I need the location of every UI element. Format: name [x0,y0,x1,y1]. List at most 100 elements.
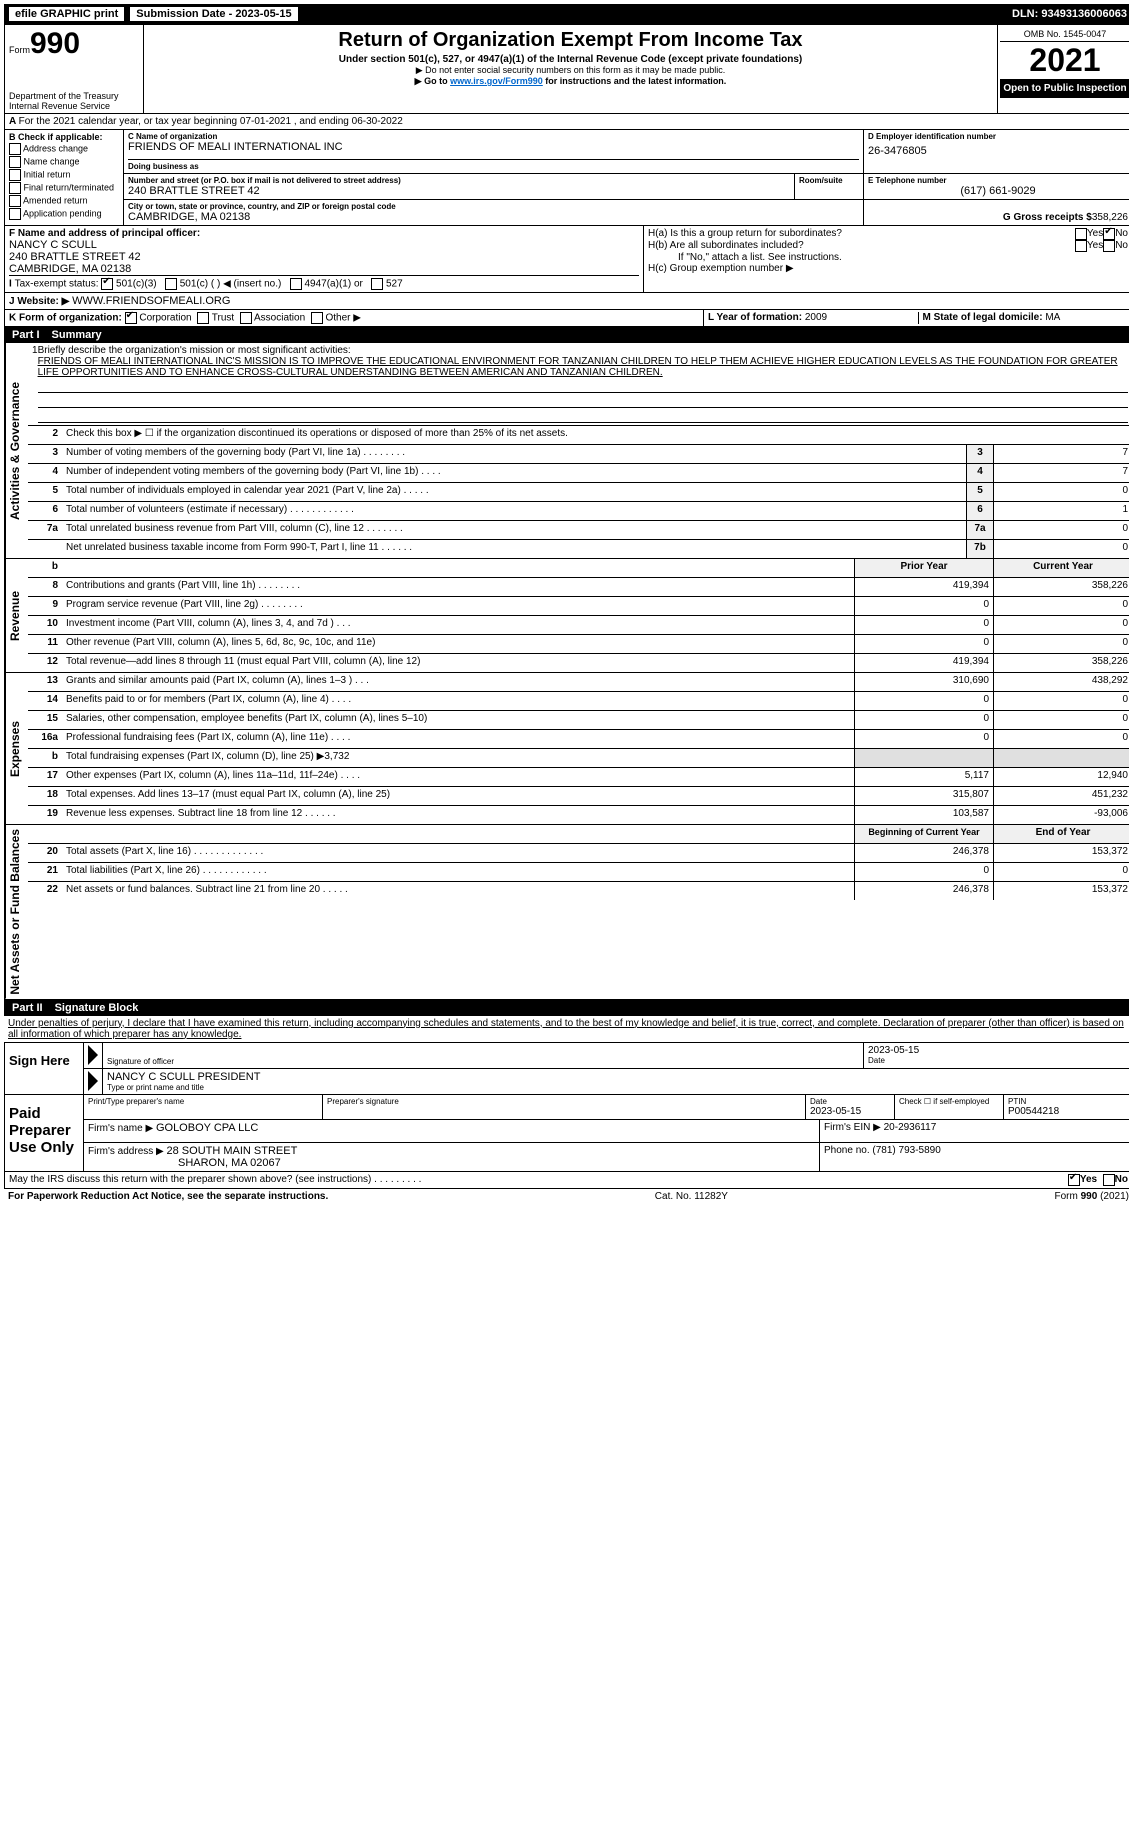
cb-527[interactable] [371,278,383,290]
section-fh: F Name and address of principal officer:… [4,226,1129,293]
column-cd: C Name of organization FRIENDS OF MEALI … [124,130,1129,225]
header-right: OMB No. 1545-0047 2021 Open to Public In… [998,25,1129,113]
two-col-header: b Prior Year Current Year [28,559,1129,578]
governance-block: Activities & Governance 1 Briefly descri… [4,343,1129,559]
cb-final-return[interactable]: Final return/terminated [9,182,119,194]
m-value: MA [1045,312,1060,323]
cb-address-change[interactable]: Address change [9,143,119,155]
ptin-label: PTIN [1008,1097,1128,1106]
beginning-year-header: Beginning of Current Year [854,825,993,843]
cb-hb-no[interactable] [1103,240,1115,252]
summary-line: 14Benefits paid to or for members (Part … [28,692,1129,711]
cb-discuss-no[interactable] [1103,1174,1115,1186]
phone-label: E Telephone number [868,176,1128,185]
j-label: Website: ▶ [17,296,69,307]
summary-line: 16aProfessional fundraising fees (Part I… [28,730,1129,749]
cb-corporation[interactable] [125,312,137,324]
tax-year: 2021 [1000,42,1129,79]
phone-value: (617) 661-9029 [868,185,1128,197]
cb-initial-return[interactable]: Initial return [9,169,119,181]
summary-line: 9Program service revenue (Part VIII, lin… [28,597,1129,616]
org-name-label: C Name of organization [128,132,859,141]
paperwork-notice: For Paperwork Reduction Act Notice, see … [8,1191,328,1202]
prior-year-header: Prior Year [854,559,993,577]
footer-form-post: (2021) [1097,1191,1129,1202]
open-inspection: Open to Public Inspection [1000,79,1129,98]
hb-note: If "No," attach a list. See instructions… [648,252,1128,263]
discuss-yes: Yes [1080,1174,1097,1186]
cb-501c3[interactable] [101,278,113,290]
opt-501c: 501(c) ( ) ◀ (insert no.) [180,279,282,290]
opt-other: Other ▶ [325,313,360,324]
revenue-block: Revenue b Prior Year Current Year 8Contr… [4,559,1129,673]
ein-label: D Employer identification number [868,132,1128,141]
dba-label: Doing business as [128,162,859,171]
cb-4947[interactable] [290,278,302,290]
paid-preparer-label: Paid Preparer Use Only [5,1095,84,1171]
cb-ha-no[interactable] [1103,228,1115,240]
opt-assoc: Association [254,313,305,324]
header-center: Return of Organization Exempt From Incom… [143,25,998,113]
summary-line: 11Other revenue (Part VIII, column (A), … [28,635,1129,654]
firm-phone: (781) 793-5890 [872,1145,940,1156]
hb-no: No [1115,240,1128,252]
cb-discuss-yes[interactable] [1068,1174,1080,1186]
cb-association[interactable] [240,312,252,324]
city-value: CAMBRIDGE, MA 02138 [128,211,859,223]
cb-amended-return[interactable]: Amended return [9,195,119,207]
submission-date-button[interactable]: Submission Date - 2023-05-15 [129,6,298,22]
cb-trust[interactable] [197,312,209,324]
arrow-icon [88,1045,98,1065]
vtab-revenue: Revenue [5,559,28,672]
summary-line: 21Total liabilities (Part X, line 26) . … [28,863,1129,882]
form-header: Form990 Department of the Treasury Inter… [4,24,1129,114]
l-value: 2009 [805,312,827,323]
sign-here-label: Sign Here [5,1043,84,1094]
l-label: L Year of formation: [708,312,802,323]
footer-form-num: 990 [1081,1191,1098,1202]
summary-line: 12Total revenue—add lines 8 through 11 (… [28,654,1129,672]
cb-other[interactable] [311,312,323,324]
vtab-expenses: Expenses [5,673,28,824]
prep-date: 2023-05-15 [810,1106,890,1117]
cb-ha-yes[interactable] [1075,228,1087,240]
goto-pre: ▶ Go to [415,76,450,86]
hb-yes: Yes [1087,240,1103,252]
arrow-icon [88,1071,98,1091]
firm-phone-label: Phone no. [824,1145,870,1156]
officer-print-name: NANCY C SCULL PRESIDENT [107,1071,1128,1083]
cb-application-pending[interactable]: Application pending [9,208,119,220]
ssn-note: ▶ Do not enter social security numbers o… [148,65,993,76]
sig-date-label: Date [868,1056,1128,1065]
sig-officer-label: Signature of officer [107,1057,859,1066]
part2-num: Part II [12,1002,43,1014]
summary-line: 2Check this box ▶ ☐ if the organization … [28,426,1129,445]
summary-line: 4Number of independent voting members of… [28,464,1129,483]
form-word: Form [9,45,30,55]
cb-hb-yes[interactable] [1075,240,1087,252]
summary-line: 13Grants and similar amounts paid (Part … [28,673,1129,692]
firm-name: GOLOBOY CPA LLC [156,1122,258,1134]
summary-line: 19Revenue less expenses. Subtract line 1… [28,806,1129,824]
part2-header: Part II Signature Block [4,1000,1129,1016]
h-group: H(a) Is this a group return for subordin… [644,226,1129,292]
firm-name-label: Firm's name ▶ [88,1123,153,1134]
irs-label: Internal Revenue Service [9,101,139,111]
row-a-tax-year: A For the 2021 calendar year, or tax yea… [4,114,1129,130]
irs-link[interactable]: www.irs.gov/Form990 [450,76,543,86]
summary-line: 5Total number of individuals employed in… [28,483,1129,502]
summary-line: 10Investment income (Part VIII, column (… [28,616,1129,635]
opt-4947: 4947(a)(1) or [304,279,362,290]
hb-label: H(b) Are all subordinates included? [648,240,1075,252]
k-label: K Form of organization: [9,313,122,324]
firm-ein-label: Firm's EIN ▶ [824,1122,881,1133]
discuss-question: May the IRS discuss this return with the… [9,1174,1068,1186]
form-title: Return of Organization Exempt From Incom… [148,29,993,52]
print-name-label: Type or print name and title [107,1083,1128,1092]
mission-label: Briefly describe the organization's miss… [38,345,351,356]
end-year-header: End of Year [993,825,1129,843]
opt-501c3: 501(c)(3) [116,279,157,290]
cb-501c[interactable] [165,278,177,290]
cb-name-change[interactable]: Name change [9,156,119,168]
org-name: FRIENDS OF MEALI INTERNATIONAL INC [128,141,859,153]
